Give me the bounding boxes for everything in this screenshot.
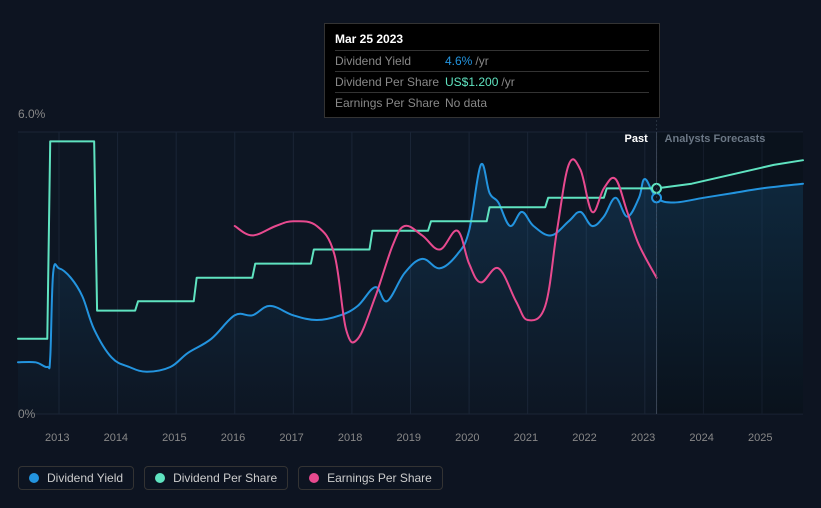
x-label: 2014 <box>104 432 128 444</box>
chart-tooltip: Mar 25 2023 Dividend Yield4.6%/yrDividen… <box>324 23 660 118</box>
x-label: 2023 <box>631 432 655 444</box>
x-label: 2024 <box>689 432 713 444</box>
tooltip-row: Dividend Yield4.6%/yr <box>335 50 649 71</box>
y-axis-min: 0% <box>18 407 35 421</box>
legend-dividend-yield[interactable]: Dividend Yield <box>18 466 134 490</box>
legend-swatch-icon <box>29 473 39 483</box>
tooltip-value: US$1.200 <box>445 75 498 89</box>
tooltip-row: Earnings Per ShareNo data <box>335 92 649 113</box>
x-label: 2022 <box>572 432 596 444</box>
tooltip-date: Mar 25 2023 <box>335 30 649 50</box>
legend-label: Dividend Yield <box>47 471 123 485</box>
legend-earnings-per-share[interactable]: Earnings Per Share <box>298 466 443 490</box>
x-label: 2020 <box>455 432 479 444</box>
y-axis-max: 6.0% <box>18 107 45 121</box>
tooltip-label: Earnings Per Share <box>335 96 445 110</box>
x-label: 2016 <box>221 432 245 444</box>
x-label: 2021 <box>514 432 538 444</box>
tooltip-value: No data <box>445 96 487 110</box>
tooltip-value: 4.6% <box>445 54 472 68</box>
x-label: 2025 <box>748 432 772 444</box>
legend-label: Dividend Per Share <box>173 471 277 485</box>
forecast-region-label: Analysts Forecasts <box>665 133 766 145</box>
x-label: 2017 <box>279 432 303 444</box>
x-label: 2018 <box>338 432 362 444</box>
legend-label: Earnings Per Share <box>327 471 432 485</box>
tooltip-row: Dividend Per ShareUS$1.200/yr <box>335 71 649 92</box>
past-region-label: Past <box>625 133 648 145</box>
chart-legend: Dividend Yield Dividend Per Share Earnin… <box>18 466 443 490</box>
x-label: 2013 <box>45 432 69 444</box>
tooltip-label: Dividend Per Share <box>335 75 445 89</box>
legend-swatch-icon <box>309 473 319 483</box>
legend-dividend-per-share[interactable]: Dividend Per Share <box>144 466 288 490</box>
legend-swatch-icon <box>155 473 165 483</box>
tooltip-unit: /yr <box>501 75 514 89</box>
tooltip-unit: /yr <box>475 54 488 68</box>
x-label: 2019 <box>397 432 421 444</box>
tooltip-label: Dividend Yield <box>335 54 445 68</box>
x-label: 2015 <box>162 432 186 444</box>
